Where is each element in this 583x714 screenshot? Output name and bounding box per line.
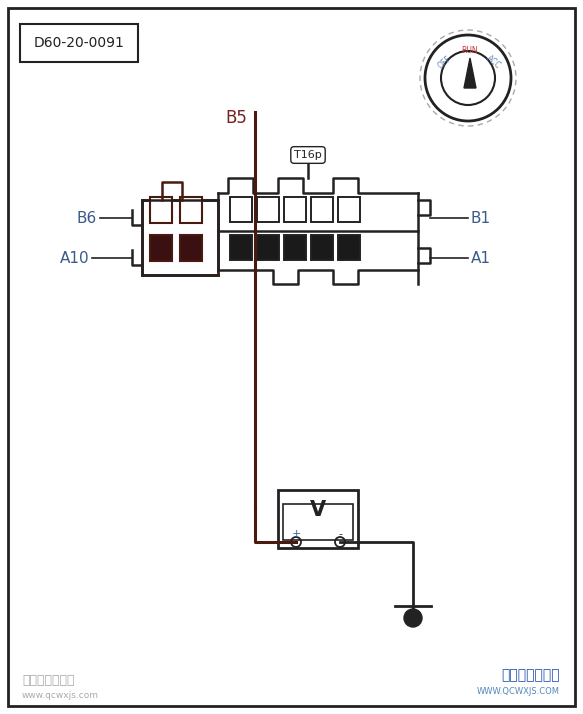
Text: 汽车维修技术网: 汽车维修技术网 <box>22 673 75 686</box>
Bar <box>142 200 218 275</box>
Bar <box>180 235 202 261</box>
Text: ACC: ACC <box>485 54 503 71</box>
Text: B1: B1 <box>471 211 491 226</box>
Bar <box>257 235 279 260</box>
Text: A10: A10 <box>59 251 89 266</box>
Bar <box>283 504 353 540</box>
Text: 汽车维修技术网: 汽车维修技术网 <box>501 668 560 682</box>
Bar <box>180 197 202 223</box>
Bar <box>338 235 360 260</box>
Text: B5: B5 <box>225 109 247 127</box>
Bar <box>230 197 252 222</box>
Text: WWW.QCWXJS.COM: WWW.QCWXJS.COM <box>477 688 560 696</box>
Text: A1: A1 <box>471 251 491 266</box>
Bar <box>311 197 333 222</box>
Bar <box>338 197 360 222</box>
Text: V: V <box>310 500 326 520</box>
Text: www.qcwxjs.com: www.qcwxjs.com <box>22 690 99 700</box>
Bar <box>230 235 252 260</box>
Bar <box>311 235 333 260</box>
Bar <box>278 490 358 548</box>
Text: D60-20-0091: D60-20-0091 <box>34 36 124 50</box>
Bar <box>20 24 138 62</box>
Text: RUN: RUN <box>462 46 478 54</box>
Bar <box>284 235 306 260</box>
Text: B6: B6 <box>77 211 97 226</box>
Text: T16p: T16p <box>294 150 322 160</box>
Text: -: - <box>338 529 342 539</box>
Circle shape <box>404 609 422 627</box>
Polygon shape <box>464 58 476 88</box>
Text: OFF: OFF <box>437 54 454 70</box>
Bar <box>150 235 172 261</box>
Text: +: + <box>292 529 301 539</box>
Bar <box>150 197 172 223</box>
Bar <box>257 197 279 222</box>
Bar <box>284 197 306 222</box>
